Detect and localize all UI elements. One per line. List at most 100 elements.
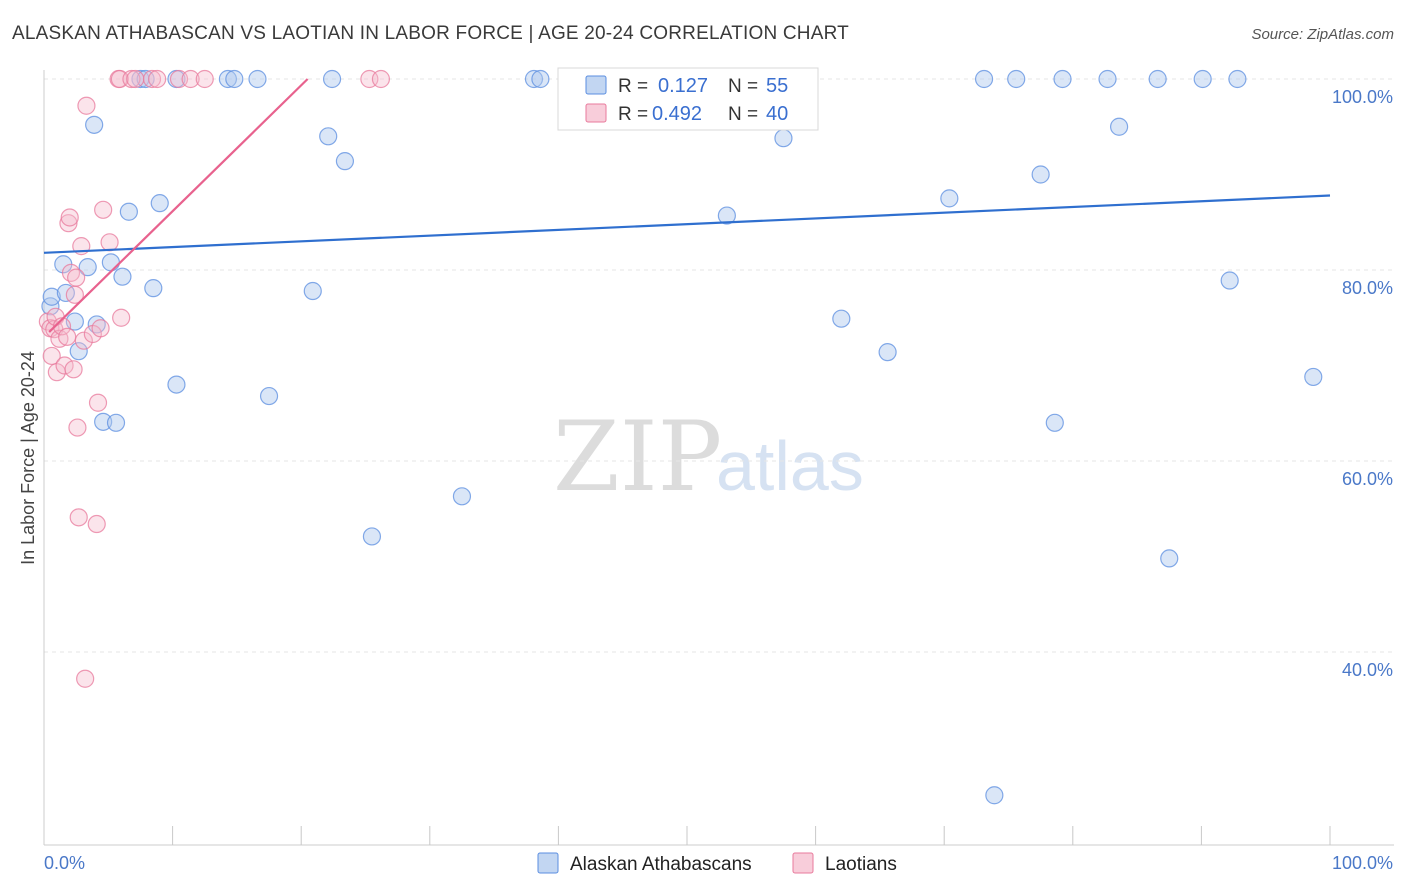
athabascan-point-17 <box>150 194 169 213</box>
athabascan-point-23 <box>259 386 279 406</box>
laotian-point-31 <box>122 69 141 89</box>
athabascan-point-48 <box>1098 69 1117 89</box>
athabascan-point-41 <box>985 786 1004 805</box>
trend-lines <box>43 78 1331 333</box>
athabascan-point-3 <box>56 283 75 303</box>
athabascan-point-11 <box>106 413 126 432</box>
athabascan-point-21 <box>225 69 244 89</box>
athabascan-point-39 <box>878 343 897 362</box>
laotian-point-2 <box>42 346 61 366</box>
laotian-point-34 <box>148 69 167 89</box>
laotian-point-13 <box>64 360 83 379</box>
athabascan-point-27 <box>335 152 355 171</box>
stats-r-value-athabascan: 0.127 <box>658 75 708 97</box>
laotian-point-9 <box>58 327 77 346</box>
athabascan-point-51 <box>1220 271 1239 290</box>
athabascan-point-10 <box>101 253 120 272</box>
athabascan-point-37 <box>717 206 736 225</box>
axes <box>43 70 1394 846</box>
laotian-point-16 <box>68 418 87 437</box>
legend-label-athabascan: Alaskan Athabascans <box>570 854 752 875</box>
legend-swatch-athabascan <box>537 852 559 874</box>
laotian-point-25 <box>91 319 110 338</box>
y-tick-label-100: 100.0% <box>1332 87 1393 107</box>
athabascan-point-44 <box>1045 413 1064 432</box>
y-tick-label-40: 40.0% <box>1342 660 1393 680</box>
chart-source: Source: ZipAtlas.com <box>1251 26 1394 43</box>
laotian-point-30 <box>112 308 131 327</box>
x-axis-ticks <box>172 826 1331 845</box>
watermark-zip: ZIP <box>553 401 722 513</box>
athabascan-point-12 <box>113 267 132 286</box>
athabascan-point-45 <box>1007 69 1026 89</box>
y-axis-tick-labels: 100.0% 80.0% 60.0% 40.0% <box>1332 87 1393 680</box>
laotian-point-32 <box>126 69 145 89</box>
athabascan-point-36 <box>774 129 793 148</box>
laotian-point-15 <box>67 268 86 287</box>
stats-r-label-laotian: R = <box>618 104 648 125</box>
series-laotians-points <box>38 69 391 688</box>
stats-n-value-athabascan: 55 <box>766 75 788 97</box>
athabascan-point-19 <box>167 375 186 394</box>
athabascan-point-40 <box>940 189 959 208</box>
stats-legend: R = 0.127 N = 55 R = 0.492 N = 40 <box>557 67 819 131</box>
y-tick-label-60: 60.0% <box>1342 469 1393 489</box>
laotian-point-33 <box>142 69 162 89</box>
chart-title: ALASKAN ATHABASCAN VS LAOTIAN IN LABOR F… <box>12 23 849 44</box>
athabascan-point-1 <box>42 287 61 306</box>
athabascan-point-54 <box>1193 69 1212 89</box>
athabascan-point-5 <box>69 342 88 361</box>
athabascan-point-30 <box>524 69 544 89</box>
athabascan-point-47 <box>1109 117 1129 136</box>
zipatlas-watermark: ZIP atlas <box>553 401 864 513</box>
laotian-point-21 <box>76 669 95 688</box>
trend-line-athabascan <box>43 194 1331 254</box>
stats-n-label-laotian: N = <box>728 104 758 125</box>
athabascan-point-22 <box>248 69 267 89</box>
laotian-point-27 <box>100 233 119 252</box>
athabascan-point-50 <box>1148 69 1167 89</box>
trend-line-laotian <box>48 78 309 333</box>
y-axis-label: In Labor Force | Age 20-24 <box>18 351 38 565</box>
laotian-point-19 <box>74 331 93 350</box>
athabascan-point-16 <box>144 279 163 298</box>
laotian-point-17 <box>69 508 88 527</box>
athabascan-point-52 <box>1228 69 1247 89</box>
x-axis-tick-labels: 0.0% 100.0% <box>44 853 1393 873</box>
laotian-point-39 <box>371 69 391 89</box>
athabascan-point-9 <box>94 412 113 431</box>
laotian-point-23 <box>87 514 106 534</box>
athabascan-point-31 <box>531 69 550 89</box>
athabascan-point-38 <box>832 309 851 328</box>
athabascan-point-29 <box>452 487 472 506</box>
athabascan-point-42 <box>974 69 994 89</box>
stats-swatch-athabascan <box>585 75 607 95</box>
athabascan-point-25 <box>319 127 338 146</box>
athabascan-point-46 <box>1053 69 1072 89</box>
stats-n-value-laotian: 40 <box>766 103 788 125</box>
athabascan-point-6 <box>78 258 97 277</box>
laotian-point-11 <box>60 208 79 227</box>
athabascan-point-49 <box>1160 549 1179 568</box>
stats-r-label-athabascan: R = <box>618 76 648 97</box>
x-tick-label-100: 100.0% <box>1332 853 1393 873</box>
athabascan-point-24 <box>303 281 322 301</box>
athabascan-point-7 <box>85 115 104 134</box>
laotian-point-8 <box>55 356 74 375</box>
y-tick-label-80: 80.0% <box>1342 278 1393 298</box>
legend-label-laotian: Laotians <box>825 854 897 875</box>
laotian-point-37 <box>195 69 214 89</box>
legend-swatch-laotian <box>792 852 814 874</box>
athabascan-point-28 <box>362 527 382 546</box>
athabascan-point-20 <box>218 69 237 89</box>
stats-r-value-laotian: 0.492 <box>652 103 702 125</box>
athabascan-point-0 <box>41 297 60 316</box>
laotian-point-20 <box>77 96 96 115</box>
laotian-point-26 <box>94 200 113 219</box>
laotian-point-24 <box>88 393 108 412</box>
watermark-atlas: atlas <box>716 427 864 505</box>
gridlines <box>44 78 1394 653</box>
stats-swatch-laotian <box>585 103 607 123</box>
laotian-point-10 <box>59 214 78 233</box>
laotian-point-36 <box>181 69 200 89</box>
